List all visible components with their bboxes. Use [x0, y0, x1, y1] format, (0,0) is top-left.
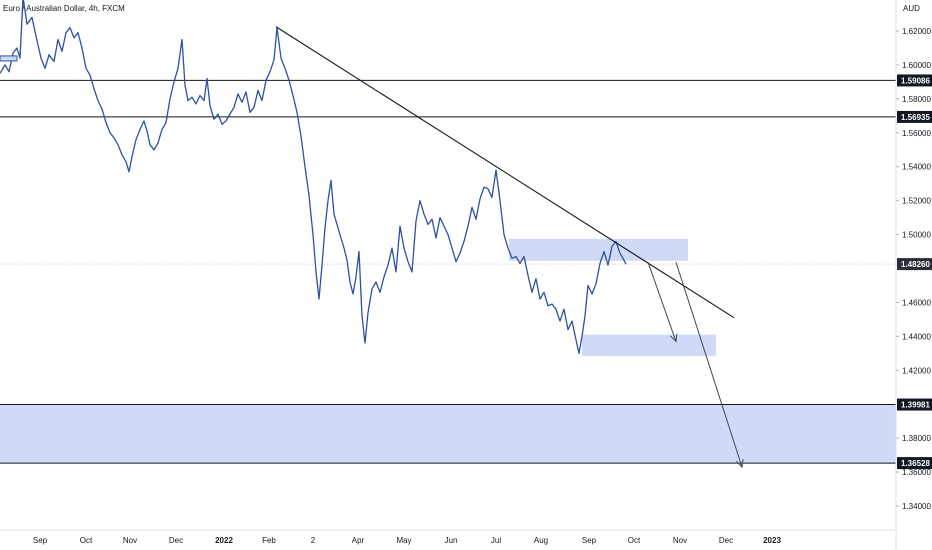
y-tick-label-3: 1.56000 — [902, 129, 931, 138]
arrow-shaft-1 — [675, 262, 743, 468]
y-tick-label-10: 1.38000 — [902, 434, 931, 443]
y-tick-label-7: 1.46000 — [902, 298, 931, 307]
price-tag-label-0: 1.59086 — [901, 76, 930, 85]
zone-1 — [509, 238, 688, 261]
x-tick-label-10: Jul — [491, 536, 501, 545]
y-tick-label-12: 1.34000 — [902, 502, 931, 511]
drawings-layer — [275, 26, 744, 469]
x-tick-label-3: Dec — [169, 536, 183, 545]
x-tick-label-13: Oct — [628, 536, 641, 545]
x-tick-label-14: Nov — [673, 536, 687, 545]
x-tick-label-11: Aug — [534, 536, 548, 545]
x-tick-label-15: Dec — [719, 536, 733, 545]
x-tick-label-9: Jun — [445, 536, 458, 545]
left-edge-marker-box — [0, 55, 18, 62]
left-edge-marker — [0, 55, 18, 62]
price-series-layer — [0, 0, 627, 354]
price-tag-0 — [897, 74, 932, 87]
price-tag-4 — [897, 457, 932, 470]
y-tick-label-5: 1.52000 — [902, 197, 931, 206]
price-tag-label-2: 1.48260 — [901, 260, 930, 269]
x-tick-label-12: Sep — [582, 536, 597, 545]
y-tick-label-4: 1.54000 — [902, 163, 931, 172]
x-tick-label-6: 2 — [311, 536, 316, 545]
x-axis: Sep Oct Nov Dec 2022 Feb 2 Apr May Jun Jul Aug Sep Oc… — [0, 529, 896, 545]
x-tick-label-0: Sep — [33, 536, 48, 545]
price-tag-label-1: 1.56935 — [901, 113, 930, 122]
y-tick-label-8: 1.44000 — [902, 332, 931, 341]
arrow-head-1 — [736, 458, 744, 469]
price-tag-3 — [897, 398, 932, 411]
y-tick-label-9: 1.42000 — [902, 366, 931, 375]
x-tick-label-1: Oct — [80, 536, 93, 545]
x-tick-label-5: Feb — [262, 536, 276, 545]
price-tag-label-4: 1.36528 — [901, 459, 930, 468]
zones-layer — [0, 238, 896, 464]
price-tag-2 — [897, 258, 932, 271]
x-tick-label-16: 2023 — [763, 536, 781, 545]
x-tick-label-2: Nov — [123, 536, 137, 545]
y-tick-label-11: 1.36000 — [902, 468, 931, 477]
price-series-line-0 — [0, 0, 627, 354]
x-tick-label-4: 2022 — [215, 536, 233, 545]
chart-title: Euro / Australian Dollar, 4h, FXCM — [3, 4, 125, 13]
zone-0 — [0, 404, 896, 464]
zone-2 — [582, 334, 716, 356]
trendline — [275, 26, 735, 319]
y-tick-label-1: 1.60000 — [902, 61, 931, 70]
x-tick-label-8: May — [396, 536, 411, 545]
x-tick-label-7: Apr — [352, 536, 365, 545]
y-tick-label-6: 1.50000 — [902, 231, 931, 240]
y-tick-label-0: 1.62000 — [902, 27, 931, 36]
currency-label: AUD — [903, 4, 920, 13]
arrow-head-0 — [669, 333, 678, 343]
y-axis: 1.62000 1.60000 1.58000 1.56000 1.54000 1.520… — [895, 0, 932, 550]
y-tick-label-2: 1.58000 — [902, 95, 931, 104]
horizontal-lines-layer — [0, 79, 896, 464]
arrow-shaft-0 — [647, 262, 677, 342]
price-tag-1 — [897, 110, 932, 123]
price-tag-label-3: 1.39981 — [901, 401, 930, 410]
